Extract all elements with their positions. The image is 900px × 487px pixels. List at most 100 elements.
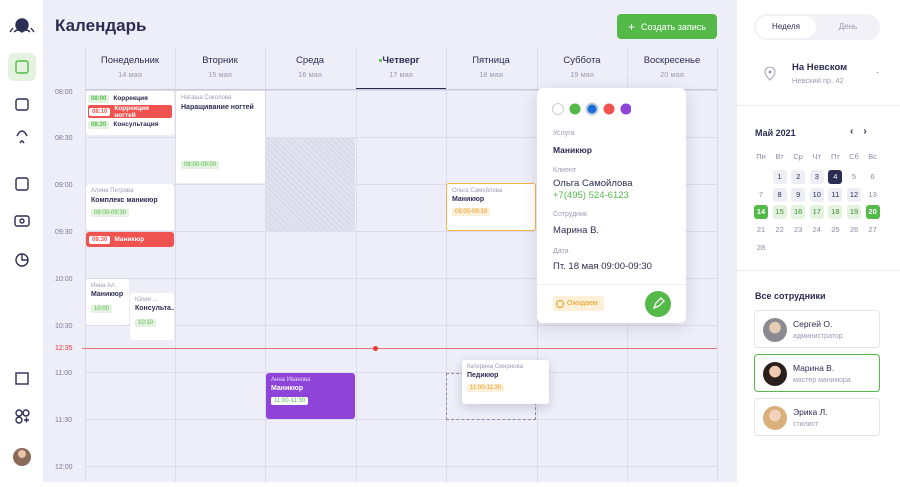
column-line (356, 48, 357, 482)
time-label: 09:00 (55, 182, 73, 189)
create-button[interactable]: + Создать запись (617, 14, 717, 39)
s: Консульта... (135, 305, 174, 312)
circle (18, 450, 26, 458)
hour-line (85, 278, 717, 279)
calendar-day[interactable]: 9 (791, 187, 806, 202)
path (21, 254, 28, 261)
calendar-day[interactable]: 23 (794, 225, 803, 235)
calendar-day[interactable]: 15 (772, 205, 787, 220)
circle (620, 103, 631, 115)
event-bar[interactable]: 09:30 Маникюр (86, 232, 174, 247)
calendar-day[interactable]: 19 (847, 205, 861, 220)
calendar-day[interactable]: 8 (772, 187, 787, 202)
s: Маникюр (91, 291, 124, 298)
calendar-day[interactable]: 7 (758, 189, 764, 199)
staff-role: администратор (793, 333, 843, 340)
calendar-day[interactable]: 22 (775, 225, 784, 235)
now-line (82, 348, 717, 349)
event-card[interactable]: Алина Петрова Комплекс маникюр 09:00-09:30 (86, 184, 174, 230)
calendar-day[interactable]: 5 (851, 172, 857, 181)
month-nav[interactable]: ‹› (850, 126, 877, 137)
calendar-day[interactable]: 3 (809, 170, 824, 184)
path (764, 67, 776, 81)
event-card[interactable]: Инна Ал. Маникюр 10:00 (86, 279, 129, 325)
calendar-day[interactable]: 14 (754, 205, 768, 220)
column-line (717, 48, 718, 482)
calendar-day[interactable]: 13 (868, 189, 877, 199)
c: Ольга Самойлова (452, 188, 503, 194)
calendar-day[interactable]: 18 (828, 205, 843, 220)
staff-role: стилист (793, 421, 819, 428)
calendar-day[interactable]: 20 (865, 205, 880, 220)
field-value: Маникюр (553, 145, 592, 155)
day-date: 16 мая (298, 70, 322, 79)
event-card[interactable]: Ольга Самойлова Маникюр 09:00-09:30 (446, 183, 536, 231)
calendar-day[interactable]: 25 (831, 225, 840, 235)
s: Маникюр (271, 385, 304, 392)
nav-icons (8, 18, 36, 466)
calendar-day[interactable]: 10 (809, 187, 824, 202)
field-label: Клиент (553, 167, 577, 174)
edit-button[interactable] (645, 291, 671, 317)
calendar-day[interactable]: 12 (847, 187, 861, 202)
event-card[interactable]: Наташа Соколова Наращивание ногтей 08:00-0… (176, 91, 265, 183)
column-line (446, 48, 447, 482)
month-label: Май 2021 (755, 128, 796, 138)
calendar-day[interactable]: 4 (828, 170, 843, 184)
time-label: 10:30 (55, 323, 73, 330)
plus-icon: + (628, 19, 636, 34)
right-panel (737, 0, 900, 482)
day-date: 19 мая (570, 70, 594, 79)
tab[interactable]: День (838, 22, 858, 31)
weekday: Вс (868, 152, 877, 161)
staff-card[interactable]: Марина В. мастер маникюра (754, 354, 880, 392)
calendar-day[interactable]: 17 (809, 205, 824, 220)
span: Коррекция ногтей (114, 104, 149, 119)
calendar-day[interactable]: 1 (772, 170, 787, 184)
staff-title: Все сотрудники (755, 291, 826, 301)
event-card[interactable]: Анна Иванова Маникюр 11:00-11:30 (266, 373, 355, 419)
hour-line (85, 90, 717, 91)
circle (569, 103, 581, 115)
circle (15, 416, 23, 424)
tag: 11:00-11:30 (467, 384, 505, 392)
phone[interactable]: +7(495) 524-6123 (553, 190, 629, 201)
g (8, 18, 36, 424)
calendar-day[interactable]: 28 (756, 242, 766, 252)
calendar-day[interactable]: 11 (828, 187, 843, 202)
calendar-day[interactable]: 24 (812, 225, 821, 235)
calendar-day[interactable]: 21 (756, 225, 766, 235)
tag: 08:00-09:00 (181, 161, 220, 169)
calendar-day[interactable]: 2 (791, 170, 806, 184)
field-value: Ольга Самойлова (553, 178, 633, 189)
div: 10:10 (135, 319, 169, 327)
avatar (763, 362, 787, 386)
divider (737, 105, 900, 106)
time-label: 11:00 (55, 370, 72, 377)
column-line (265, 48, 266, 482)
c: Инна Ал. (91, 283, 117, 289)
path (9, 27, 35, 33)
calendar-day[interactable]: 6 (870, 172, 875, 181)
staff-card[interactable]: Эрика Л. стилист (754, 398, 880, 436)
dropdown-dot[interactable]: · (876, 68, 879, 77)
weekday: Пн (756, 152, 766, 161)
hour-line (85, 137, 717, 138)
dragged-event-card[interactable]: Катерина Смирнова Педикюр 11:00-11:30 (462, 360, 549, 404)
staff-card[interactable]: Сергей О. администратор (754, 310, 880, 348)
mini-event: 08:10 Коррекция ногтей (88, 104, 172, 119)
event-card[interactable]: Юлия ... Консульта... 10:10 (130, 293, 174, 340)
calendar-day[interactable]: 27 (868, 225, 877, 235)
span (556, 299, 564, 308)
field-value: Пт. 18 мая 09:00-09:30 (553, 261, 652, 272)
tab-active[interactable]: Неделя (756, 16, 816, 38)
calendar-day[interactable]: 26 (849, 225, 859, 235)
page-title: Календарь (55, 16, 147, 35)
column-line (85, 48, 86, 482)
div: 11:00-11:30 (467, 384, 544, 392)
time-label: 08:00 (55, 89, 73, 96)
calendar-day[interactable]: 16 (791, 205, 806, 220)
span: Коррекция (113, 95, 148, 102)
day-date: 20 мая (660, 70, 684, 79)
location-name[interactable]: На Невском (792, 62, 848, 73)
